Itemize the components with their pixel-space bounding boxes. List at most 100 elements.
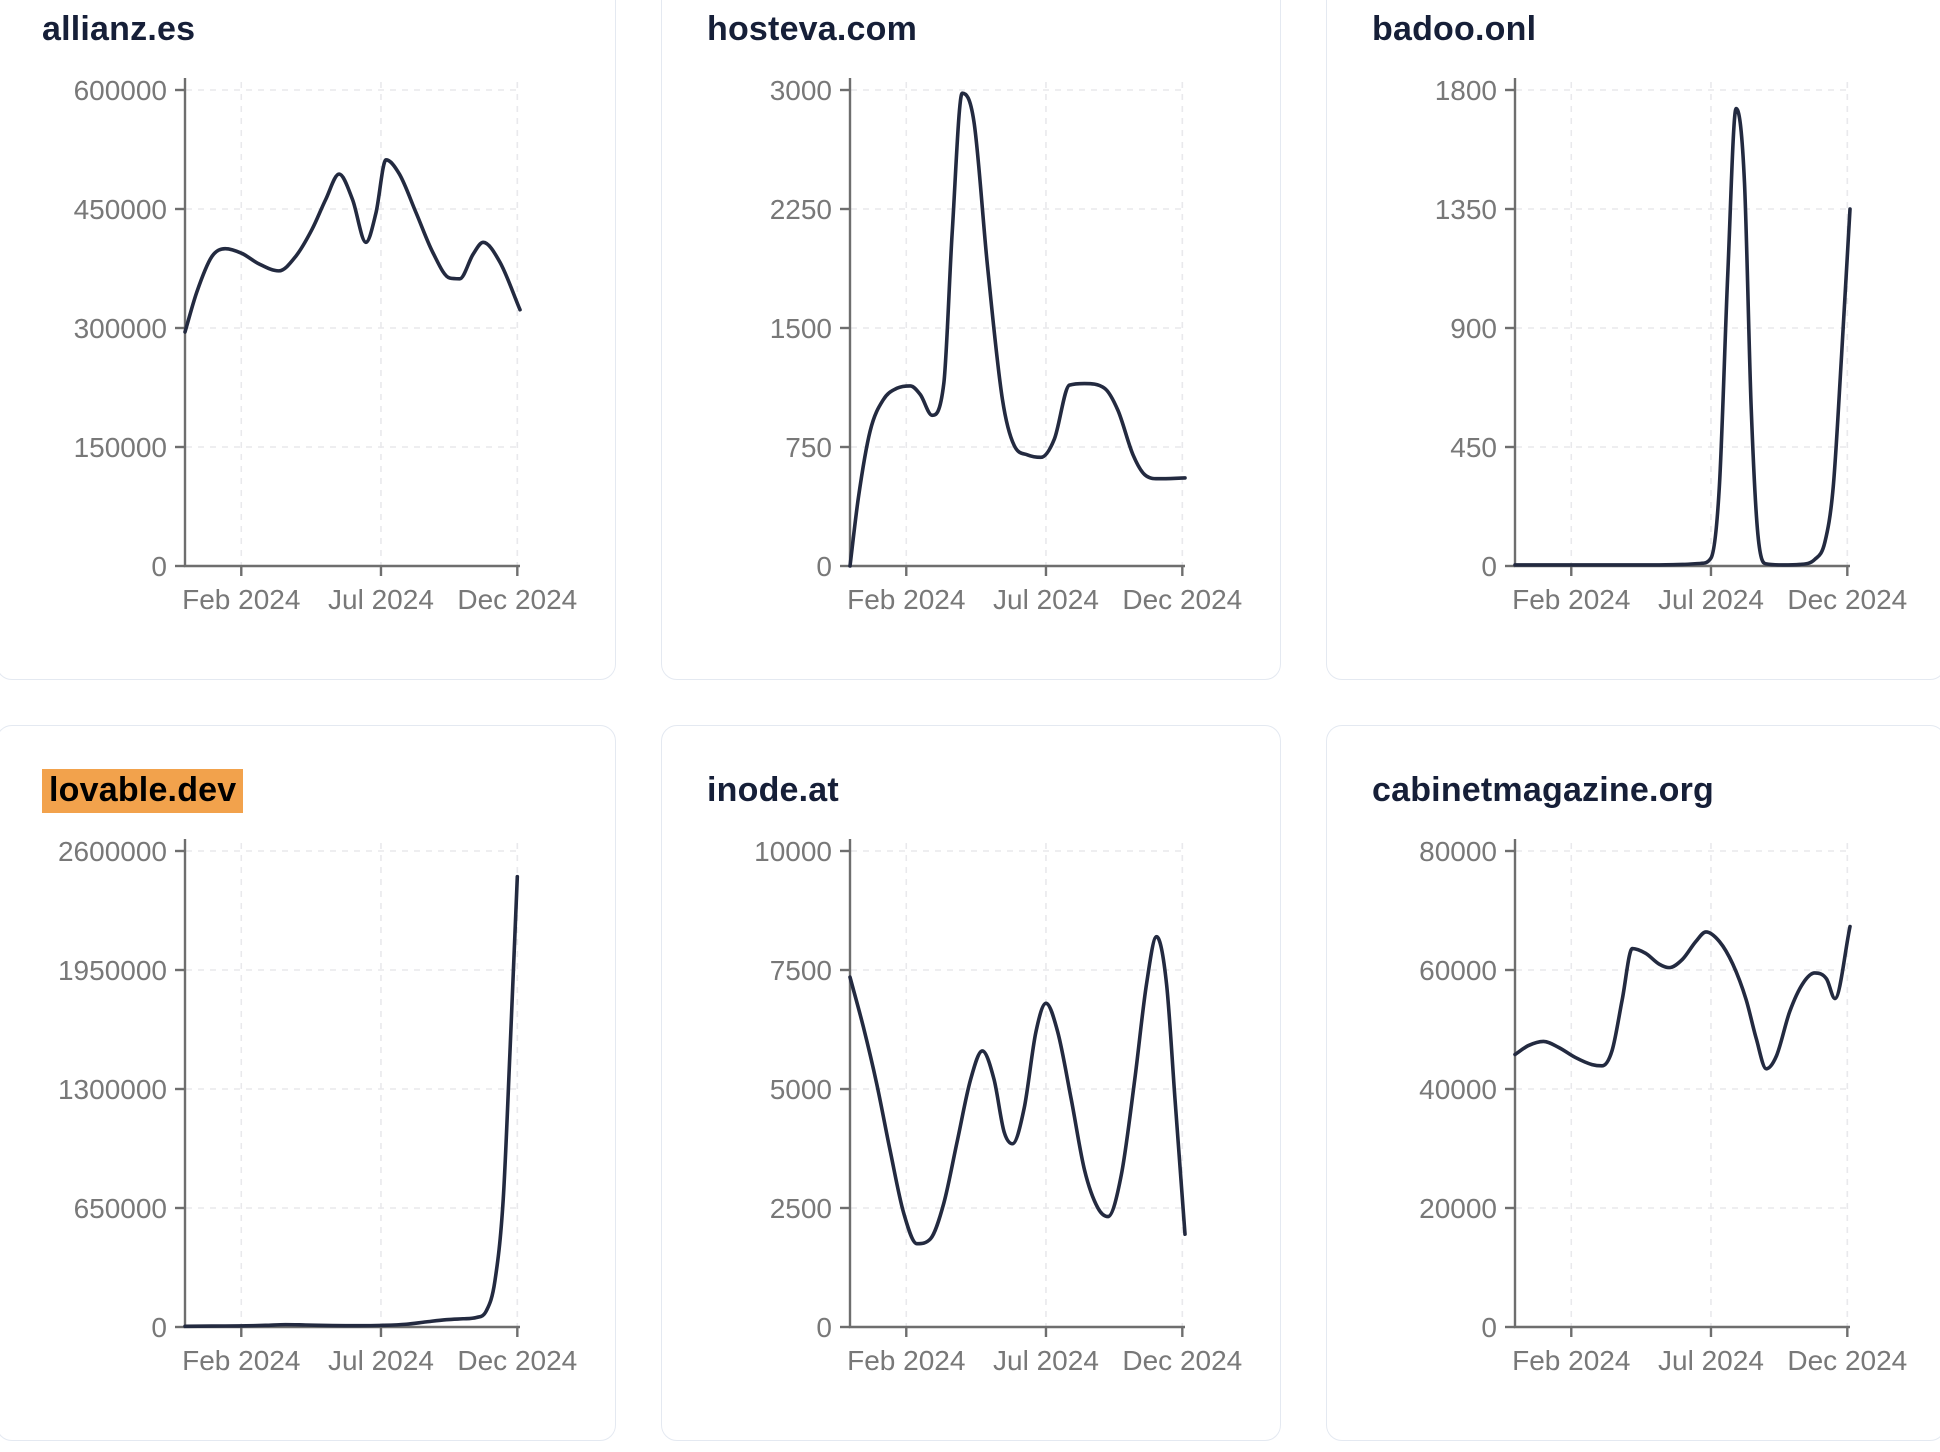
y-tick-label: 0 bbox=[1481, 551, 1497, 582]
y-tick-label: 300000 bbox=[74, 313, 167, 344]
x-tick-label: Feb 2024 bbox=[182, 584, 300, 615]
x-tick-label: Feb 2024 bbox=[1512, 584, 1630, 615]
axis-line bbox=[1513, 78, 1850, 568]
y-tick-label: 1350 bbox=[1435, 194, 1497, 225]
y-tick-label: 450000 bbox=[74, 194, 167, 225]
y-tick-label: 20000 bbox=[1419, 1193, 1497, 1224]
chart-title: badoo.onl bbox=[1327, 0, 1940, 49]
axes bbox=[840, 78, 1185, 576]
x-tick-label: Dec 2024 bbox=[457, 584, 577, 615]
y-tick-label: 2500 bbox=[770, 1193, 832, 1224]
x-tick-label: Jul 2024 bbox=[328, 584, 434, 615]
chart-title: allianz.es bbox=[0, 0, 615, 49]
gridlines bbox=[1516, 82, 1850, 565]
y-tick-label: 0 bbox=[151, 551, 167, 582]
axis-line bbox=[848, 839, 1185, 1329]
y-tick-label: 750 bbox=[785, 432, 832, 463]
axis-line bbox=[183, 78, 520, 568]
x-tick-label: Dec 2024 bbox=[1787, 584, 1907, 615]
chart-card: cabinetmagazine.org Feb 2024 Jul 2024 Dec … bbox=[1326, 725, 1940, 1441]
gridlines bbox=[851, 843, 1185, 1326]
chart-title: cabinetmagazine.org bbox=[1327, 726, 1940, 810]
chart-card: hosteva.com Feb 2024 Jul 2024 Dec 2024 0 750… bbox=[661, 0, 1281, 680]
chart-title-text: inode.at bbox=[707, 771, 839, 809]
axes bbox=[175, 78, 520, 576]
chart-title-text: allianz.es bbox=[42, 10, 196, 48]
chart-title: lovable.dev bbox=[0, 726, 615, 813]
chart-title-text: hosteva.com bbox=[707, 10, 918, 48]
axis-line bbox=[183, 839, 520, 1329]
y-tick-label: 3000 bbox=[770, 75, 832, 106]
x-tick-label: Feb 2024 bbox=[182, 1345, 300, 1376]
gridlines bbox=[186, 843, 520, 1326]
axis-line bbox=[848, 78, 1185, 568]
y-tick-label: 2250 bbox=[770, 194, 832, 225]
y-tick-label: 0 bbox=[816, 1312, 832, 1343]
series-line bbox=[848, 91, 1187, 568]
line-chart: Feb 2024 Jul 2024 Dec 2024 0 150000 300000 450… bbox=[74, 75, 578, 615]
y-tick-label: 7500 bbox=[770, 955, 832, 986]
x-tick-label: Feb 2024 bbox=[847, 1345, 965, 1376]
x-tick-label: Dec 2024 bbox=[1122, 1345, 1242, 1376]
x-tick-label: Jul 2024 bbox=[993, 584, 1099, 615]
x-tick-label: Feb 2024 bbox=[1512, 1345, 1630, 1376]
series-line bbox=[1513, 924, 1852, 1071]
y-tick-label: 1800 bbox=[1435, 75, 1497, 106]
y-tick-label: 450 bbox=[1450, 432, 1497, 463]
tick-labels: Feb 2024 Jul 2024 Dec 2024 0 2500 5000 7500 100… bbox=[754, 836, 1242, 1376]
tick-labels: Feb 2024 Jul 2024 Dec 2024 0 750 1500 2250 3000 bbox=[770, 75, 1243, 615]
line-chart: Feb 2024 Jul 2024 Dec 2024 0 750 1500 2250 3000 bbox=[770, 75, 1243, 615]
gridlines bbox=[1516, 843, 1850, 1326]
tick-labels: Feb 2024 Jul 2024 Dec 2024 0 450 900 1350 1800 bbox=[1435, 75, 1908, 615]
line-chart: Feb 2024 Jul 2024 Dec 2024 0 450 900 1350 1800 bbox=[1435, 75, 1908, 615]
y-tick-label: 1500 bbox=[770, 313, 832, 344]
x-tick-label: Dec 2024 bbox=[1122, 584, 1242, 615]
y-tick-label: 80000 bbox=[1419, 836, 1497, 867]
series-line bbox=[183, 874, 520, 1329]
series-line bbox=[1513, 106, 1852, 567]
y-tick-label: 0 bbox=[816, 551, 832, 582]
y-tick-label: 0 bbox=[1481, 1312, 1497, 1343]
tick-labels: Feb 2024 Jul 2024 Dec 2024 0 150000 300000 450… bbox=[74, 75, 578, 615]
chart-card: lovable.dev Feb 2024 Jul 2024 Dec 2024 0 650… bbox=[0, 725, 616, 1441]
x-tick-label: Jul 2024 bbox=[993, 1345, 1099, 1376]
y-tick-label: 600000 bbox=[74, 75, 167, 106]
axes bbox=[1505, 78, 1850, 576]
axes bbox=[1505, 839, 1850, 1337]
axis-line bbox=[1513, 839, 1850, 1329]
series-line bbox=[848, 934, 1187, 1246]
axes bbox=[175, 839, 520, 1337]
chart-card: inode.at Feb 2024 Jul 2024 Dec 2024 0 2500 50… bbox=[661, 725, 1281, 1441]
y-tick-label: 900 bbox=[1450, 313, 1497, 344]
chart-title-text: lovable.dev bbox=[42, 769, 244, 813]
line-chart: Feb 2024 Jul 2024 Dec 2024 0 650000 1300000 19… bbox=[58, 836, 577, 1376]
x-tick-label: Dec 2024 bbox=[457, 1345, 577, 1376]
line-chart: Feb 2024 Jul 2024 Dec 2024 0 2500 5000 7500 100… bbox=[754, 836, 1242, 1376]
y-tick-label: 1950000 bbox=[58, 955, 167, 986]
chart-card: badoo.onl Feb 2024 Jul 2024 Dec 2024 0 450 90… bbox=[1326, 0, 1940, 680]
tick-labels: Feb 2024 Jul 2024 Dec 2024 0 650000 1300000 19… bbox=[58, 836, 577, 1376]
series-line bbox=[183, 158, 522, 334]
x-tick-label: Jul 2024 bbox=[1658, 584, 1764, 615]
y-tick-label: 650000 bbox=[74, 1193, 167, 1224]
y-tick-label: 40000 bbox=[1419, 1074, 1497, 1105]
y-tick-label: 5000 bbox=[770, 1074, 832, 1105]
x-tick-label: Jul 2024 bbox=[328, 1345, 434, 1376]
chart-title-text: badoo.onl bbox=[1372, 10, 1537, 48]
y-tick-label: 1300000 bbox=[58, 1074, 167, 1105]
line-chart: Feb 2024 Jul 2024 Dec 2024 0 20000 40000 60000… bbox=[1419, 836, 1907, 1376]
y-tick-label: 150000 bbox=[74, 432, 167, 463]
x-tick-label: Feb 2024 bbox=[847, 584, 965, 615]
chart-card: allianz.es Feb 2024 Jul 2024 Dec 2024 0 1500… bbox=[0, 0, 616, 680]
y-tick-label: 2600000 bbox=[58, 836, 167, 867]
x-tick-label: Dec 2024 bbox=[1787, 1345, 1907, 1376]
x-tick-label: Jul 2024 bbox=[1658, 1345, 1764, 1376]
y-tick-label: 60000 bbox=[1419, 955, 1497, 986]
gridlines bbox=[186, 82, 520, 565]
gridlines bbox=[851, 82, 1185, 565]
chart-title-text: cabinetmagazine.org bbox=[1372, 771, 1714, 809]
y-tick-label: 10000 bbox=[754, 836, 832, 867]
y-tick-label: 0 bbox=[151, 1312, 167, 1343]
tick-labels: Feb 2024 Jul 2024 Dec 2024 0 20000 40000 60000… bbox=[1419, 836, 1907, 1376]
